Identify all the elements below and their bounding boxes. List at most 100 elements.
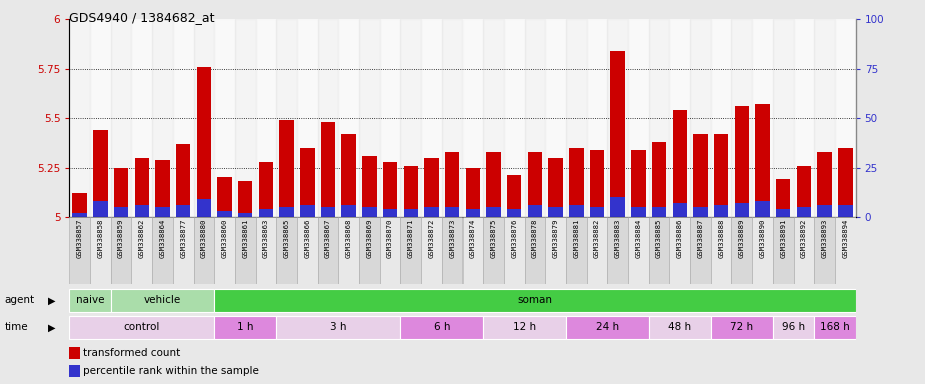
- Bar: [631, 207, 646, 217]
- Bar: [193, 19, 215, 217]
- Bar: [672, 110, 687, 217]
- Bar: [235, 19, 255, 217]
- Bar: [401, 19, 421, 217]
- Text: 96 h: 96 h: [782, 322, 805, 333]
- Text: GSM338863: GSM338863: [263, 219, 269, 258]
- Bar: [566, 217, 586, 284]
- Bar: [628, 217, 648, 284]
- Bar: [445, 207, 460, 217]
- Bar: [710, 217, 732, 284]
- Bar: [383, 162, 398, 217]
- Bar: [215, 316, 277, 339]
- Text: GSM338865: GSM338865: [284, 219, 290, 258]
- Bar: [72, 213, 87, 217]
- Bar: [545, 217, 566, 284]
- Text: GSM338874: GSM338874: [470, 219, 475, 258]
- Bar: [193, 217, 215, 284]
- Bar: [569, 148, 584, 217]
- Text: GSM338872: GSM338872: [428, 219, 435, 258]
- Text: transformed count: transformed count: [83, 348, 180, 358]
- Bar: [363, 156, 376, 217]
- Bar: [215, 217, 235, 284]
- Bar: [380, 217, 401, 284]
- Bar: [586, 19, 608, 217]
- Text: percentile rank within the sample: percentile rank within the sample: [83, 366, 259, 376]
- Bar: [339, 19, 359, 217]
- Bar: [652, 142, 666, 217]
- Bar: [341, 205, 356, 217]
- Text: GSM338857: GSM338857: [77, 219, 82, 258]
- Bar: [403, 166, 418, 217]
- Text: GSM338879: GSM338879: [552, 219, 559, 258]
- Bar: [838, 148, 853, 217]
- Text: GSM338878: GSM338878: [532, 219, 538, 258]
- Bar: [569, 205, 584, 217]
- Text: GSM338868: GSM338868: [346, 219, 352, 258]
- Bar: [670, 217, 690, 284]
- Bar: [545, 19, 566, 217]
- Bar: [776, 179, 791, 217]
- Bar: [215, 19, 235, 217]
- Bar: [814, 19, 835, 217]
- Bar: [421, 217, 442, 284]
- Bar: [693, 134, 708, 217]
- Text: GSM338877: GSM338877: [180, 219, 186, 258]
- Bar: [756, 104, 770, 217]
- Bar: [297, 217, 317, 284]
- Bar: [586, 217, 608, 284]
- Bar: [421, 19, 442, 217]
- Bar: [317, 217, 339, 284]
- Bar: [90, 217, 111, 284]
- Bar: [111, 19, 131, 217]
- Bar: [504, 19, 524, 217]
- Bar: [114, 167, 129, 217]
- Bar: [383, 209, 398, 217]
- Bar: [403, 209, 418, 217]
- Text: 3 h: 3 h: [330, 322, 347, 333]
- Text: GSM338881: GSM338881: [574, 219, 579, 258]
- Text: vehicle: vehicle: [144, 295, 181, 306]
- Bar: [462, 19, 483, 217]
- Bar: [690, 217, 710, 284]
- Bar: [445, 152, 460, 217]
- Bar: [690, 19, 710, 217]
- Text: 48 h: 48 h: [668, 322, 691, 333]
- Bar: [131, 217, 152, 284]
- Bar: [93, 201, 107, 217]
- Text: GSM338886: GSM338886: [677, 219, 683, 258]
- Text: 12 h: 12 h: [513, 322, 536, 333]
- Text: GSM338862: GSM338862: [139, 219, 145, 258]
- Bar: [814, 217, 835, 284]
- Bar: [732, 217, 752, 284]
- Bar: [714, 205, 728, 217]
- Bar: [215, 289, 856, 312]
- Bar: [259, 209, 273, 217]
- Text: 168 h: 168 h: [820, 322, 850, 333]
- Bar: [69, 316, 215, 339]
- Bar: [442, 217, 462, 284]
- Bar: [732, 19, 752, 217]
- Bar: [648, 217, 670, 284]
- Bar: [487, 152, 500, 217]
- Bar: [321, 122, 335, 217]
- Text: agent: agent: [5, 295, 35, 306]
- Bar: [277, 19, 297, 217]
- Bar: [300, 205, 314, 217]
- Bar: [69, 365, 80, 377]
- Text: GSM338873: GSM338873: [450, 219, 455, 258]
- Bar: [238, 213, 253, 217]
- Text: soman: soman: [517, 295, 552, 306]
- Bar: [527, 152, 542, 217]
- Bar: [69, 347, 80, 359]
- Text: GSM338891: GSM338891: [780, 219, 786, 258]
- Bar: [752, 217, 773, 284]
- Bar: [710, 316, 773, 339]
- Bar: [734, 203, 749, 217]
- Bar: [628, 19, 648, 217]
- Bar: [756, 201, 770, 217]
- Text: time: time: [5, 322, 29, 333]
- Bar: [796, 166, 811, 217]
- Bar: [277, 217, 297, 284]
- Text: GSM338861: GSM338861: [242, 219, 248, 258]
- Bar: [631, 150, 646, 217]
